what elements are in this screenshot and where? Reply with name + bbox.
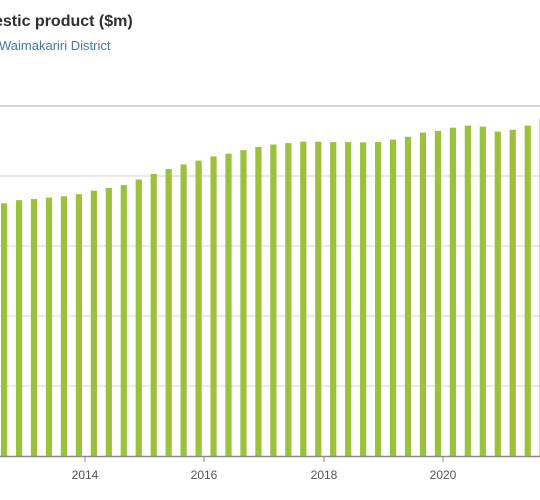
bar-2012-q3[interactable] [15,200,23,456]
bar-2017-q4[interactable] [330,142,337,457]
x-tick-label-2014: 2014 [72,468,99,482]
bar-2015-q1[interactable] [165,169,172,456]
bar-2019-q4[interactable] [449,127,456,456]
bar-2017-q1[interactable] [285,143,292,456]
bar-2012-q2[interactable] [1,203,8,456]
chart-title: estic product ($m) [0,13,133,30]
bar-2017-q3[interactable] [315,141,322,456]
bar-2012-q4[interactable] [30,199,38,456]
bar-2018-q4[interactable] [389,139,397,456]
x-tick-label-2020: 2020 [430,468,457,482]
gridlines [0,105,540,387]
bars [1,118,540,457]
bar-2013-q4[interactable] [90,190,97,456]
bar-2014-q3[interactable] [135,179,142,457]
bar-2016-q4[interactable] [270,144,277,457]
bar-2016-q1[interactable] [225,153,232,456]
bar-2014-q1[interactable] [105,187,112,456]
bar-2020-q4[interactable] [509,129,516,457]
bar-2018-q2[interactable] [360,142,367,456]
x-axis: 2014 2016 2018 2020 [0,455,540,482]
bar-2019-q3[interactable] [434,130,442,456]
bar-2013-q2[interactable] [60,196,68,457]
bar-2015-q2[interactable] [180,164,187,456]
x-tick-label-2018: 2018 [311,468,338,482]
bar-2021-q1[interactable] [524,125,531,456]
bar-2020-q3[interactable] [494,131,501,457]
bar-2018-q1[interactable] [345,142,352,457]
bar-2019-q2[interactable] [419,132,427,456]
bar-2015-q3[interactable] [195,160,202,456]
bar-2015-q4[interactable] [210,156,217,456]
bar-2016-q2[interactable] [240,150,247,456]
bar-2013-q1[interactable] [45,197,53,456]
bar-2014-q4[interactable] [150,173,157,456]
bar-2020-q1[interactable] [464,125,471,456]
bar-2020-q2[interactable] [479,126,486,457]
bar-2016-q3[interactable] [255,146,262,456]
bar-2014-q2[interactable] [120,185,127,456]
bar-2013-q3[interactable] [75,194,82,456]
chart-subtitle: Waimakariri District [0,38,111,53]
bar-2017-q2[interactable] [300,141,307,456]
x-tick-label-2016: 2016 [191,468,218,482]
bar-2019-q1[interactable] [404,136,412,457]
bar-2018-q3[interactable] [375,142,382,457]
